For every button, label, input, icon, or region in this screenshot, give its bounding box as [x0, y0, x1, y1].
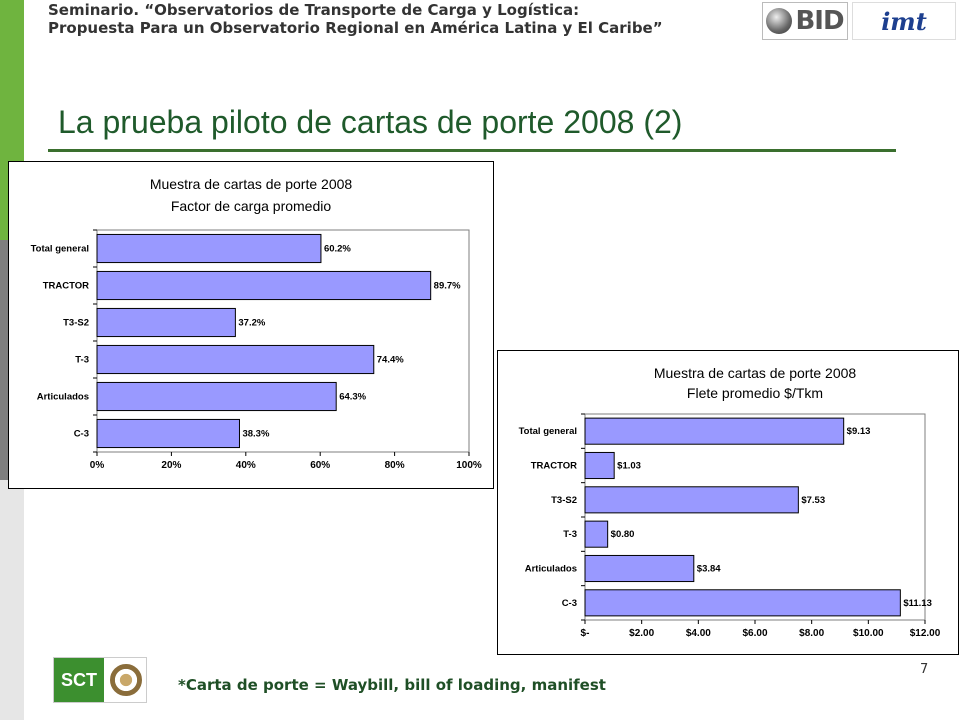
load-factor-data-label: 64.3%	[339, 392, 366, 403]
freight-rate-title-line2: Flete promedio $/Tkm	[687, 385, 823, 401]
freight-rate-data-label: $0.80	[611, 529, 635, 540]
load-factor-x-tick-label: 20%	[161, 460, 181, 471]
freight-rate-title-line1: Muestra de cartas de porte 2008	[654, 365, 857, 381]
load-factor-title-line2: Factor de carga promedio	[171, 198, 332, 214]
freight-rate-category-label: Articulados	[525, 564, 577, 575]
load-factor-category-label: C-3	[74, 429, 89, 440]
load-factor-x-tick-label: 80%	[385, 460, 405, 471]
load-factor-x-tick-label: 60%	[310, 460, 330, 471]
freight-rate-x-tick-label: $4.00	[686, 628, 711, 639]
load-factor-plot-area	[96, 229, 470, 453]
sct-logo: SCT	[53, 657, 147, 703]
load-factor-data-label: 60.2%	[324, 244, 351, 255]
footnote: *Carta de porte = Waybill, bill of loadi…	[178, 676, 606, 694]
freight-rate-data-label: $3.84	[697, 564, 721, 575]
load-factor-data-label: 89.7%	[434, 281, 461, 292]
freight-rate-category-label: C-3	[562, 598, 577, 609]
freight-rate-x-tick-label: $8.00	[799, 628, 824, 639]
bid-logo: BID	[762, 2, 848, 40]
load-factor-bar	[96, 418, 240, 449]
load-factor-x-tick-label: 100%	[456, 460, 482, 471]
load-factor-data-label: 38.3%	[242, 429, 269, 440]
seminar-header-line1: Seminario. “Observatorios de Transporte …	[48, 1, 580, 19]
load-factor-category-label: T3-S2	[63, 318, 89, 329]
freight-rate-bar	[584, 520, 609, 548]
freight-rate-category-label: TRACTOR	[531, 461, 577, 472]
bid-logo-text: BID	[795, 6, 844, 36]
freight-rate-x-tick-label: $6.00	[742, 628, 767, 639]
mexico-seal-icon	[110, 664, 142, 696]
load-factor-bar	[96, 233, 322, 264]
load-factor-category-label: TRACTOR	[43, 281, 89, 292]
load-factor-bar	[96, 344, 375, 375]
freight-rate-bar	[584, 417, 845, 445]
freight-rate-category-label: Total general	[519, 426, 577, 437]
slide-title: La prueba piloto de cartas de porte 2008…	[58, 104, 683, 140]
sct-logo-text: SCT	[54, 658, 104, 702]
globe-icon	[766, 8, 793, 34]
load-factor-category-label: Total general	[31, 244, 89, 255]
load-factor-title-line1: Muestra de cartas de porte 2008	[150, 176, 353, 192]
freight-rate-x-tick-label: $10.00	[853, 628, 884, 639]
page-number: 7	[920, 662, 929, 677]
load-factor-bar	[96, 381, 337, 412]
load-factor-data-label: 37.2%	[238, 318, 265, 329]
freight-rate-bar	[584, 486, 799, 514]
load-factor-category-label: T-3	[75, 355, 89, 366]
load-factor-data-label: 74.4%	[377, 355, 404, 366]
sidebar-accent-light-bottom	[0, 480, 24, 720]
load-factor-bar	[96, 307, 236, 338]
seminar-header-line2: Propuesta Para un Observatorio Regional …	[48, 19, 663, 37]
load-factor-chart: Muestra de cartas de porte 2008 Factor de…	[8, 161, 494, 489]
load-factor-bar	[96, 270, 432, 301]
freight-rate-category-label: T3-S2	[551, 495, 577, 506]
freight-rate-plot-area	[584, 413, 926, 621]
sidebar-accent-gray	[0, 240, 10, 480]
freight-rate-x-tick-label: $12.00	[910, 628, 941, 639]
freight-rate-x-tick-label: $-	[581, 628, 590, 639]
freight-rate-chart: Muestra de cartas de porte 2008 Flete pro…	[497, 350, 959, 655]
load-factor-x-tick-label: 40%	[236, 460, 256, 471]
imt-logo-text: imt	[881, 6, 927, 36]
freight-rate-bar	[584, 451, 615, 480]
load-factor-category-label: Articulados	[37, 392, 89, 403]
title-divider	[48, 149, 896, 152]
imt-logo: imt	[852, 2, 956, 40]
freight-rate-bar	[584, 589, 901, 617]
freight-rate-data-label: $7.53	[801, 495, 825, 506]
freight-rate-data-label: $11.13	[903, 598, 932, 609]
seminar-header: Seminario. “Observatorios de Transporte …	[48, 1, 663, 37]
freight-rate-category-label: T-3	[563, 529, 577, 540]
freight-rate-bar	[584, 554, 695, 583]
load-factor-x-tick-label: 0%	[90, 460, 105, 471]
load-factor-chart-svg: Muestra de cartas de porte 2008 Factor de…	[31, 176, 482, 471]
freight-rate-chart-svg: Muestra de cartas de porte 2008 Flete pro…	[519, 365, 941, 639]
freight-rate-x-tick-label: $2.00	[629, 628, 654, 639]
freight-rate-data-label: $1.03	[617, 461, 641, 472]
freight-rate-data-label: $9.13	[847, 426, 871, 437]
